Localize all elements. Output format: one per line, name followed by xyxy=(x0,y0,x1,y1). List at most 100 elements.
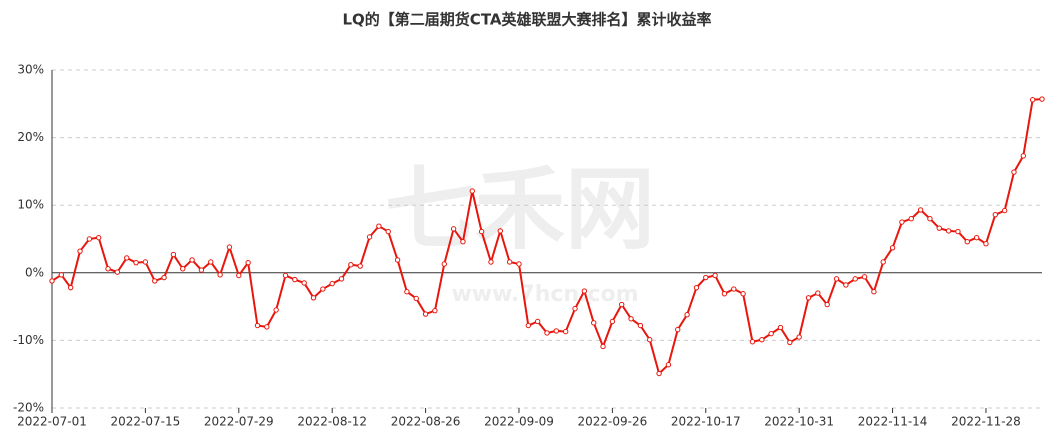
data-point xyxy=(637,322,644,329)
data-point xyxy=(833,276,840,282)
data-point xyxy=(282,272,289,279)
data-point xyxy=(49,278,55,284)
data-point xyxy=(777,324,784,331)
data-point xyxy=(357,263,363,269)
data-point xyxy=(936,225,942,231)
data-point xyxy=(1039,96,1045,102)
data-point xyxy=(58,272,65,278)
data-point xyxy=(329,280,335,287)
data-point xyxy=(590,320,597,326)
data-point xyxy=(506,259,513,265)
data-point xyxy=(945,228,952,234)
data-point xyxy=(805,295,812,301)
data-point xyxy=(450,226,457,232)
data-point xyxy=(180,266,186,272)
data-point xyxy=(815,290,821,296)
data-point xyxy=(95,234,102,241)
data-point xyxy=(86,236,93,242)
data-point xyxy=(908,216,914,222)
data-point xyxy=(422,311,429,317)
x-tick-label: 2022-07-01 xyxy=(17,415,87,429)
data-point xyxy=(348,261,354,268)
data-point xyxy=(647,337,653,343)
data-point xyxy=(824,301,830,308)
data-point xyxy=(852,276,858,282)
data-point xyxy=(264,324,270,330)
data-point xyxy=(1001,207,1008,214)
data-point xyxy=(768,330,774,337)
data-point xyxy=(497,228,504,234)
data-point xyxy=(917,207,924,213)
data-point xyxy=(843,282,849,288)
x-tick-label: 2022-10-31 xyxy=(764,415,834,429)
y-tick-label: -10% xyxy=(13,333,44,347)
data-point xyxy=(992,211,999,218)
data-point xyxy=(871,289,877,295)
data-point xyxy=(973,234,980,241)
data-point xyxy=(684,312,690,318)
data-point xyxy=(338,276,345,282)
data-point xyxy=(628,316,634,322)
data-point xyxy=(441,261,447,267)
data-point xyxy=(310,295,317,301)
data-point xyxy=(787,339,793,346)
data-point xyxy=(712,272,718,279)
data-point xyxy=(889,245,896,251)
data-point xyxy=(366,234,373,240)
data-point xyxy=(133,259,139,266)
x-tick-label: 2022-11-28 xyxy=(951,415,1021,429)
data-point xyxy=(460,239,466,245)
data-point xyxy=(67,284,74,291)
data-point xyxy=(469,188,475,194)
data-point xyxy=(478,228,485,235)
data-point xyxy=(292,276,298,283)
data-point xyxy=(609,318,616,325)
data-point xyxy=(525,322,532,329)
data-point xyxy=(600,343,606,350)
data-point xyxy=(544,330,550,336)
y-tick-label: 10% xyxy=(17,198,44,212)
data-point xyxy=(759,337,765,343)
data-point xyxy=(665,362,672,368)
data-point xyxy=(1020,153,1027,159)
data-point xyxy=(142,259,149,265)
data-point xyxy=(254,322,261,329)
data-point xyxy=(217,272,223,278)
data-point xyxy=(114,269,121,275)
data-point xyxy=(656,370,662,377)
data-point xyxy=(198,267,205,273)
data-point xyxy=(413,295,419,302)
data-point xyxy=(320,286,326,292)
x-tick-label: 2022-09-09 xyxy=(484,415,554,429)
data-point xyxy=(675,326,681,333)
data-point xyxy=(189,257,195,263)
data-point xyxy=(581,288,588,294)
data-point xyxy=(693,284,700,291)
data-point xyxy=(731,286,737,292)
watermark: www.7hcn.com xyxy=(451,282,638,307)
y-tick-label: 20% xyxy=(17,130,44,144)
data-point xyxy=(534,318,541,325)
data-point xyxy=(562,328,569,335)
x-tick-label: 2022-11-14 xyxy=(858,415,928,429)
watermark: 七禾网 xyxy=(385,157,655,262)
data-point xyxy=(796,334,802,340)
data-point xyxy=(77,248,83,254)
data-point xyxy=(105,266,111,272)
y-tick-label: -20% xyxy=(13,401,44,415)
data-point xyxy=(749,339,756,345)
data-point xyxy=(208,259,214,265)
data-point xyxy=(236,272,242,279)
data-point xyxy=(572,305,578,312)
y-tick-label: 0% xyxy=(25,265,44,279)
data-point xyxy=(301,280,307,286)
data-point xyxy=(861,274,868,280)
data-point xyxy=(404,289,410,295)
y-tick-label: 30% xyxy=(17,63,44,77)
data-point xyxy=(124,255,130,261)
x-tick-label: 2022-07-15 xyxy=(111,415,181,429)
data-point xyxy=(488,259,494,265)
data-point xyxy=(880,259,886,265)
data-point xyxy=(376,223,382,229)
